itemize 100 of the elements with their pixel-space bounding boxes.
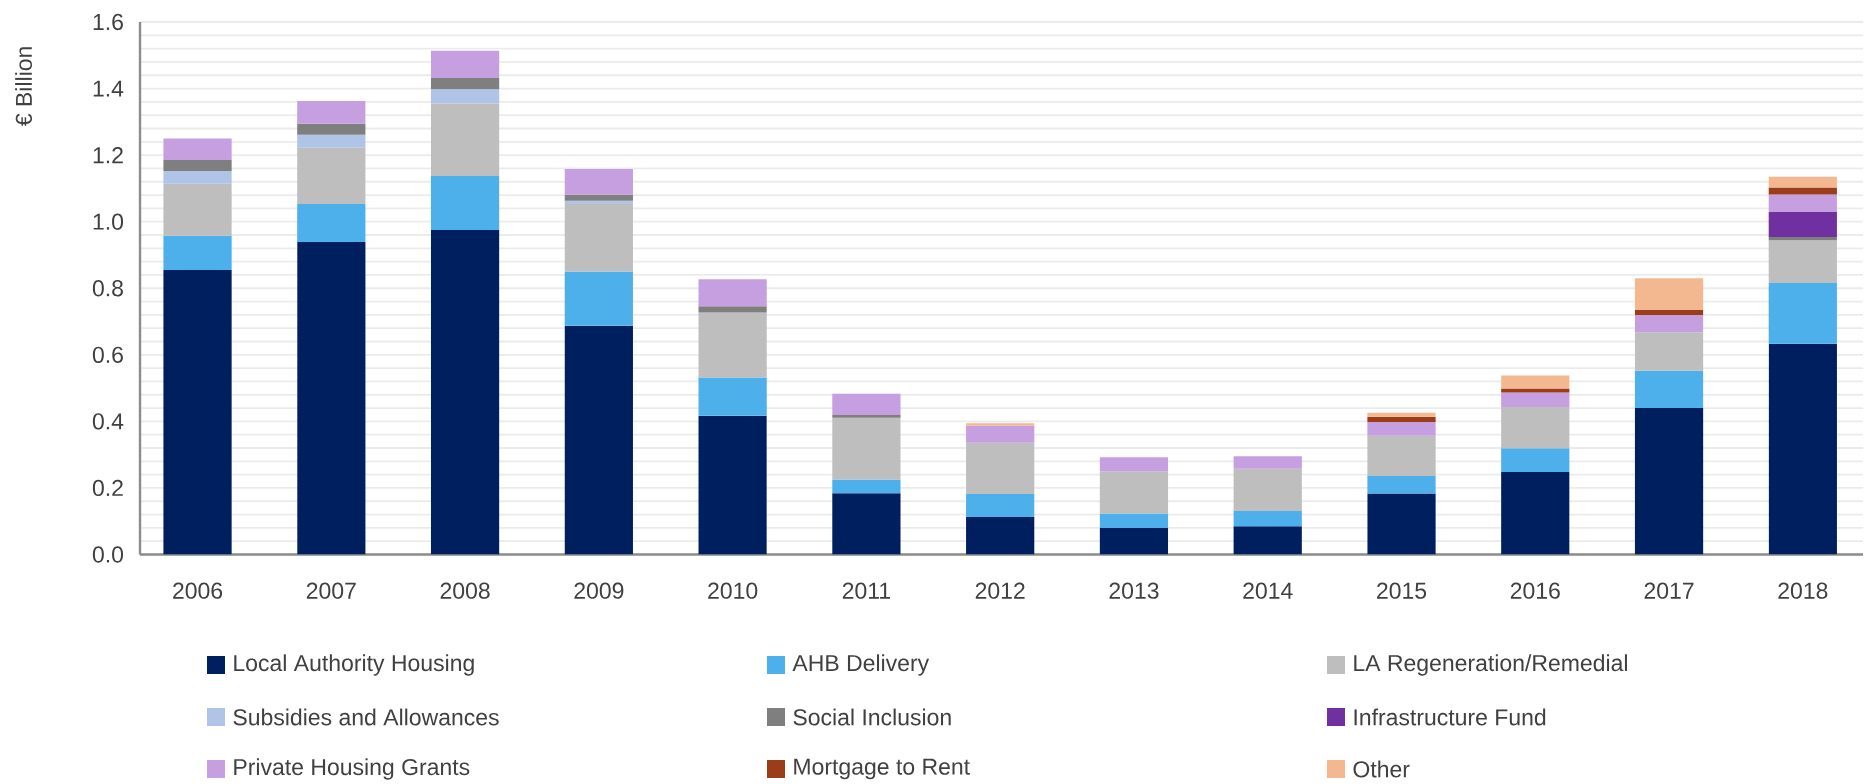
y-axis-title: € Billion — [15, 47, 33, 126]
bar — [1367, 435, 1436, 476]
legend-label: Mortgage to Rent — [794, 758, 970, 780]
x-tick-label: 2008 — [440, 582, 490, 599]
bar — [832, 493, 901, 555]
bar — [564, 194, 633, 201]
bar — [564, 325, 633, 555]
bar — [832, 417, 901, 480]
x-tick-label: 2014 — [1243, 582, 1293, 599]
x-tick-label: 2013 — [1109, 582, 1159, 599]
legend-label: Infrastructure Fund — [1354, 708, 1546, 726]
bar — [1233, 510, 1302, 527]
x-tick-label: 2017 — [1644, 582, 1694, 599]
bar — [297, 123, 366, 135]
bar — [163, 183, 232, 236]
bar — [832, 393, 901, 416]
x-tick-label: 2016 — [1510, 582, 1560, 599]
bar — [966, 425, 1035, 443]
legend-label: Subsidies and Allowances — [233, 708, 499, 726]
bar — [1634, 370, 1704, 409]
bar — [1634, 309, 1704, 315]
bar — [163, 160, 232, 172]
bar — [163, 269, 232, 555]
bar — [430, 89, 500, 104]
bar — [1367, 493, 1436, 555]
bar — [564, 204, 633, 272]
bar — [564, 200, 633, 205]
bar — [966, 423, 1035, 426]
bar — [430, 230, 500, 555]
y-tick-label: 0.6 — [92, 346, 123, 363]
x-tick-label: 2010 — [708, 582, 758, 599]
bar — [1501, 448, 1570, 472]
bar — [1501, 407, 1570, 449]
legend-label: Local Authority Housing — [234, 654, 474, 676]
bar — [1768, 282, 1837, 344]
bar — [1099, 457, 1169, 472]
bar — [1634, 314, 1704, 333]
bar — [1099, 471, 1169, 514]
bar — [1768, 194, 1837, 213]
y-tick-label: 1.6 — [93, 13, 123, 31]
bar — [297, 134, 366, 148]
bar — [1233, 456, 1302, 469]
y-tick-label: 1.2 — [93, 147, 123, 164]
bar — [430, 77, 500, 90]
x-tick-label: 2009 — [574, 582, 624, 599]
bar — [430, 176, 500, 231]
bar — [163, 171, 232, 184]
y-tick-label: 0.2 — [92, 479, 123, 497]
bar — [1367, 412, 1436, 417]
bar — [1634, 278, 1704, 310]
bar — [832, 415, 901, 418]
y-tick-label: 0.8 — [92, 280, 123, 297]
bar — [297, 204, 366, 242]
x-tick-label: 2011 — [842, 582, 890, 599]
bar — [1768, 240, 1837, 283]
bar — [1634, 408, 1704, 555]
bar — [1501, 375, 1570, 389]
x-tick-label: 2012 — [975, 582, 1025, 599]
legend-label: LA Regeneration/Remedial — [1354, 654, 1627, 676]
legend-label: Other — [1353, 760, 1410, 778]
y-tick-label: 1.0 — [93, 213, 124, 230]
bar — [698, 415, 767, 555]
bar — [698, 279, 767, 307]
bar — [163, 235, 232, 270]
bar — [832, 479, 901, 494]
x-tick-label: 2015 — [1377, 582, 1427, 599]
bar — [1768, 343, 1837, 555]
bar — [1367, 475, 1436, 494]
legend-label: Social Inclusion — [793, 708, 951, 726]
legend-label: AHB Delivery — [792, 654, 930, 676]
bar — [430, 50, 500, 78]
y-tick-label: 0.4 — [92, 413, 124, 430]
bar — [163, 138, 232, 161]
bar — [966, 442, 1035, 494]
x-tick-label: 2007 — [306, 582, 356, 599]
bar — [698, 312, 767, 378]
y-tick-label: 0.0 — [92, 546, 124, 563]
bar — [1367, 416, 1436, 423]
bar — [1768, 237, 1837, 241]
y-tick-label: 1.4 — [93, 80, 124, 97]
bar — [297, 147, 366, 205]
bar — [1099, 527, 1169, 555]
bar — [1233, 526, 1302, 555]
bar — [1501, 471, 1570, 555]
x-tick-label: 2006 — [173, 582, 223, 599]
bar — [564, 169, 633, 195]
bar — [1634, 332, 1704, 371]
bar — [297, 100, 366, 124]
bar — [966, 516, 1035, 555]
bar — [1768, 212, 1837, 237]
bar — [1501, 392, 1570, 408]
bar — [1768, 187, 1837, 195]
x-tick-label: 2018 — [1778, 582, 1828, 599]
bar — [430, 103, 500, 177]
bar — [1367, 422, 1436, 436]
bar — [1233, 468, 1302, 511]
bar — [698, 306, 767, 313]
bar — [966, 493, 1035, 517]
legend-label: Private Housing Grants — [234, 758, 470, 780]
bar — [698, 377, 767, 416]
